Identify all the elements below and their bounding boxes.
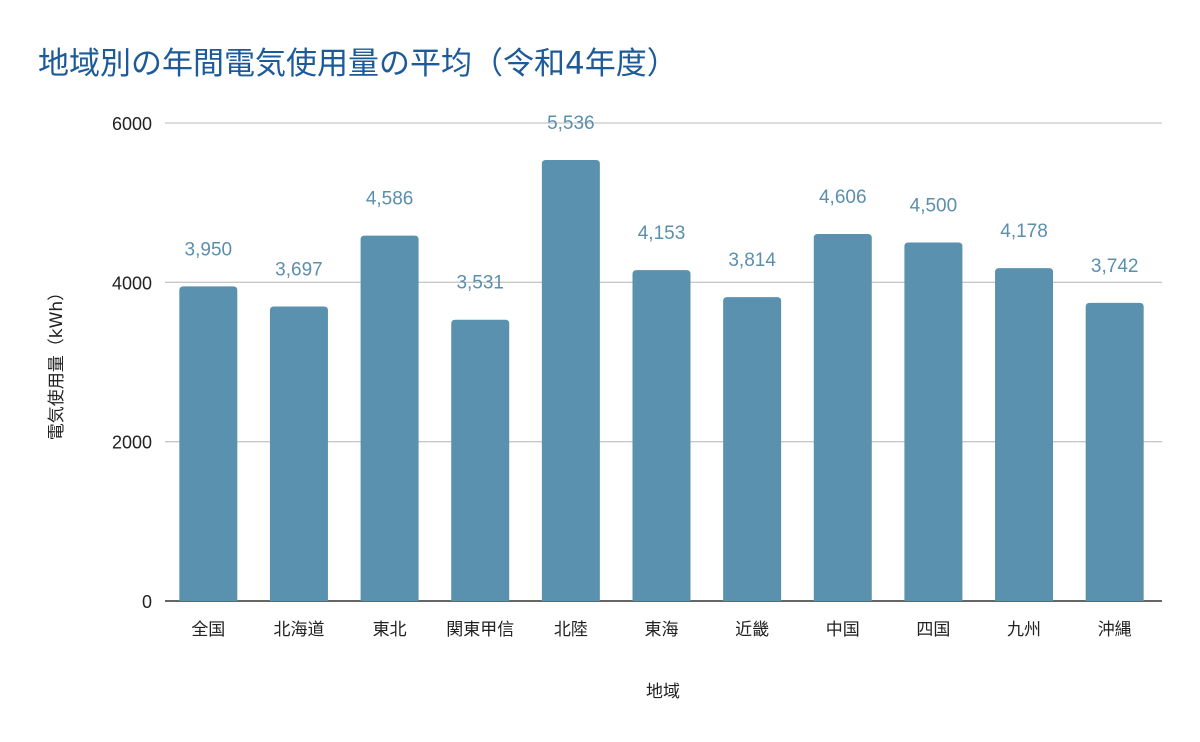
bar (904, 242, 963, 601)
x-axis-title: 地域 (646, 682, 680, 702)
x-tick-label: 九州 (1007, 620, 1041, 640)
bar (360, 235, 419, 601)
bar (723, 297, 782, 601)
chart-title: 地域別の年間電気使用量の平均（令和4年度） (38, 46, 678, 82)
data-label: 3,814 (728, 250, 776, 271)
data-label: 5,536 (547, 113, 595, 134)
data-label: 4,606 (819, 187, 867, 208)
bar (451, 319, 510, 601)
data-label: 3,697 (275, 259, 323, 280)
data-label: 4,153 (638, 223, 686, 244)
x-tick-label: 四国 (916, 620, 950, 640)
bar (1085, 302, 1144, 601)
x-tick-label: 中国 (826, 620, 860, 640)
bar (179, 286, 238, 601)
bar (995, 268, 1054, 601)
data-label: 4,178 (1000, 221, 1048, 242)
data-label: 4,500 (910, 196, 958, 217)
data-label: 3,950 (185, 239, 233, 260)
bar (541, 159, 600, 601)
x-tick-label: 北海道 (273, 620, 324, 640)
data-label: 4,586 (366, 189, 414, 210)
x-tick-label: 全国 (191, 620, 225, 640)
y-tick-label: 6000 (112, 114, 152, 134)
x-tick-label: 東北 (373, 620, 407, 640)
bar (632, 270, 691, 601)
x-tick-label: 東海 (645, 620, 679, 640)
bar (813, 234, 872, 601)
x-tick-label: 関東甲信 (446, 620, 514, 640)
data-label: 3,531 (456, 273, 504, 294)
data-label: 3,742 (1091, 256, 1139, 277)
y-tick-label: 0 (142, 592, 152, 612)
bar (269, 306, 328, 601)
x-tick-label: 近畿 (735, 620, 769, 640)
y-tick-label: 4000 (112, 273, 152, 293)
x-tick-label: 沖縄 (1098, 620, 1132, 640)
y-axis-title: 電気使用量（kWh） (46, 284, 67, 440)
y-tick-label: 2000 (112, 433, 152, 453)
x-tick-label: 北陸 (554, 620, 588, 640)
